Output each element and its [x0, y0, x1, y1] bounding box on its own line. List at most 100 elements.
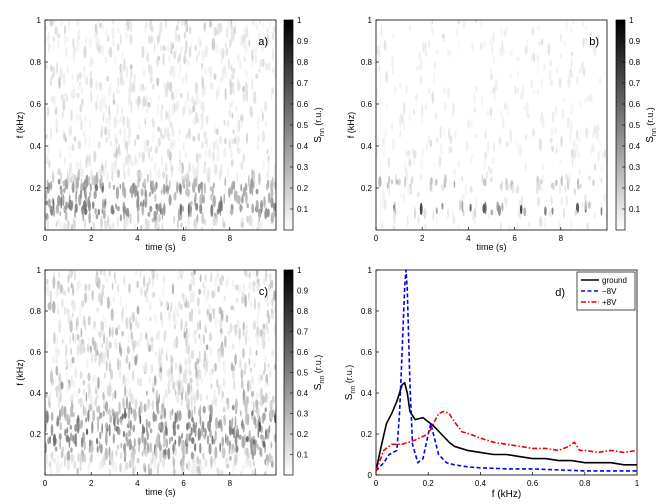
intensity-cell: [82, 379, 86, 386]
intensity-cell: [45, 419, 47, 433]
intensity-cell: [532, 88, 536, 95]
intensity-cell: [210, 383, 213, 390]
intensity-cell: [92, 201, 95, 210]
intensity-cell: [67, 312, 71, 325]
intensity-cell: [66, 64, 69, 75]
intensity-cell: [170, 354, 173, 365]
x-tick-label: 8: [228, 234, 233, 243]
intensity-cell: [404, 175, 407, 188]
intensity-cell: [209, 429, 212, 438]
intensity-cell: [156, 272, 159, 281]
intensity-cell: [262, 323, 266, 330]
intensity-cell: [180, 222, 183, 229]
intensity-cell: [601, 151, 604, 158]
colorbar-label-main: S: [313, 383, 324, 390]
intensity-cell: [258, 59, 262, 68]
colorbar-label-unit: (r.u.): [313, 355, 323, 376]
intensity-cell: [249, 300, 253, 308]
colorbar-tick-label: 0.9: [629, 37, 641, 46]
intensity-cell: [570, 71, 574, 79]
intensity-cell: [242, 347, 245, 358]
intensity-cell: [52, 458, 56, 464]
intensity-cell: [232, 426, 236, 439]
intensity-cell: [210, 271, 213, 282]
intensity-cell: [200, 141, 204, 149]
intensity-cell: [136, 457, 140, 464]
intensity-cell: [577, 152, 581, 159]
intensity-cell: [94, 384, 98, 391]
intensity-cell: [194, 81, 198, 95]
intensity-cell: [91, 421, 94, 434]
intensity-cell: [245, 191, 248, 204]
intensity-cell: [107, 128, 111, 140]
intensity-cell: [245, 436, 249, 443]
intensity-cell: [206, 167, 208, 174]
intensity-cell: [272, 25, 276, 34]
intensity-cell: [199, 193, 202, 206]
intensity-cell: [188, 162, 191, 174]
intensity-cell: [107, 87, 111, 98]
intensity-cell: [190, 427, 193, 436]
intensity-cell: [163, 127, 167, 138]
intensity-cell: [456, 26, 459, 39]
intensity-cell: [388, 175, 391, 186]
intensity-cell: [220, 469, 224, 475]
intensity-cell: [114, 144, 117, 155]
intensity-cell: [264, 207, 268, 219]
intensity-cell: [52, 355, 55, 365]
intensity-cell: [192, 290, 195, 302]
intensity-cell: [152, 131, 155, 143]
intensity-cell: [130, 69, 133, 79]
intensity-cell: [538, 138, 542, 151]
intensity-cell: [538, 40, 541, 47]
intensity-cell: [104, 222, 108, 230]
intensity-cell: [106, 296, 110, 310]
intensity-cell: [212, 140, 216, 151]
intensity-cell: [115, 342, 119, 350]
intensity-cell: [59, 461, 63, 469]
intensity-cell: [117, 27, 120, 34]
intensity-cell: [403, 119, 405, 131]
intensity-cell: [98, 46, 101, 55]
intensity-cell: [166, 45, 170, 52]
intensity-cell: [410, 176, 414, 185]
intensity-cell: [186, 391, 189, 405]
intensity-cell: [162, 275, 166, 285]
intensity-cell: [112, 99, 116, 105]
intensity-cell: [182, 386, 185, 395]
intensity-cell: [182, 447, 185, 457]
intensity-cell: [568, 135, 572, 144]
intensity-cell: [457, 161, 460, 168]
y-tick-label: 0.2: [361, 430, 373, 439]
intensity-cell: [149, 20, 153, 31]
intensity-cell: [392, 32, 395, 39]
intensity-cell: [204, 67, 207, 76]
intensity-cell: [168, 194, 172, 206]
intensity-cell: [238, 284, 242, 295]
intensity-cell: [180, 20, 184, 27]
intensity-cell: [271, 279, 274, 289]
intensity-cell: [156, 103, 159, 115]
intensity-cell: [515, 187, 518, 195]
intensity-cell: [109, 414, 113, 424]
y-tick-label: 0.2: [30, 184, 42, 193]
y-tick-label: 1: [368, 266, 373, 275]
intensity-cell: [541, 38, 544, 46]
intensity-cell: [192, 117, 197, 126]
y-tick-label: 0.4: [361, 142, 373, 151]
x-axis-label: time (s): [477, 242, 507, 252]
intensity-cell: [74, 367, 78, 379]
y-tick-label: 0.8: [361, 58, 373, 67]
intensity-cell: [47, 30, 50, 42]
intensity-cell: [133, 82, 136, 93]
intensity-cell: [119, 295, 123, 308]
intensity-cell: [53, 20, 55, 26]
intensity-cell: [83, 440, 86, 451]
intensity-cell: [117, 76, 120, 89]
intensity-cell: [103, 333, 105, 344]
intensity-cell: [390, 179, 394, 185]
intensity-cell: [108, 115, 112, 121]
intensity-cell: [104, 317, 107, 329]
intensity-cell: [247, 335, 251, 341]
intensity-cell: [172, 443, 175, 455]
